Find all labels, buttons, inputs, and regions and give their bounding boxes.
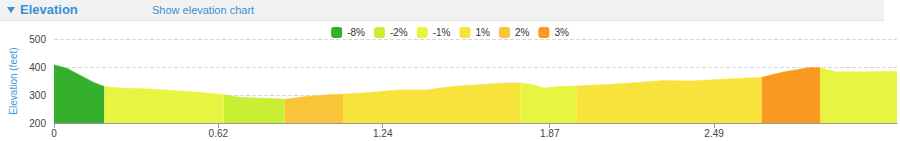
svg-text:200: 200 bbox=[29, 118, 46, 129]
svg-text:0: 0 bbox=[51, 128, 57, 139]
svg-text:1.24: 1.24 bbox=[373, 128, 393, 139]
svg-text:-8%: -8% bbox=[347, 27, 365, 38]
svg-text:0.62: 0.62 bbox=[209, 128, 229, 139]
html-text:Show elevation chart: Show elevation chart bbox=[152, 4, 255, 16]
svg-text:2%: 2% bbox=[515, 27, 530, 38]
svg-text:2.49: 2.49 bbox=[704, 128, 724, 139]
svg-text:300: 300 bbox=[29, 90, 46, 101]
svg-text:400: 400 bbox=[29, 62, 46, 73]
svg-text:1.87: 1.87 bbox=[540, 128, 560, 139]
svg-text:3%: 3% bbox=[554, 27, 569, 38]
svg-text:500: 500 bbox=[29, 34, 46, 45]
svg-text:1%: 1% bbox=[475, 27, 490, 38]
html-text:Elevation: Elevation bbox=[20, 2, 78, 17]
svg-text:-1%: -1% bbox=[433, 27, 451, 38]
svg-text:Elevation (feet): Elevation (feet) bbox=[8, 47, 19, 114]
svg-text:-2%: -2% bbox=[390, 27, 408, 38]
